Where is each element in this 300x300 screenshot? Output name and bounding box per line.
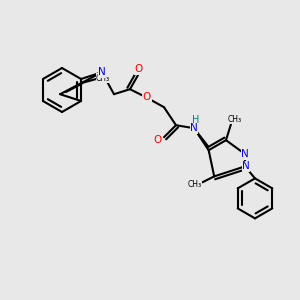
Text: CH₃: CH₃ — [96, 74, 110, 83]
Text: CH₃: CH₃ — [228, 115, 242, 124]
Text: CH₃: CH₃ — [187, 180, 201, 189]
Text: N: N — [242, 161, 250, 171]
Text: N: N — [241, 149, 249, 159]
Text: N: N — [98, 67, 106, 77]
Text: O: O — [143, 92, 151, 102]
Text: O: O — [135, 64, 143, 74]
Text: O: O — [154, 135, 162, 145]
Text: H: H — [192, 115, 200, 125]
Text: N: N — [190, 123, 198, 133]
